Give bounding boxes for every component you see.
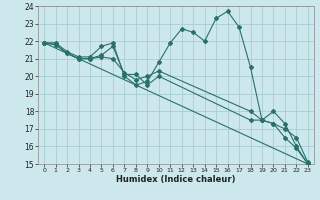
X-axis label: Humidex (Indice chaleur): Humidex (Indice chaleur) [116, 175, 236, 184]
